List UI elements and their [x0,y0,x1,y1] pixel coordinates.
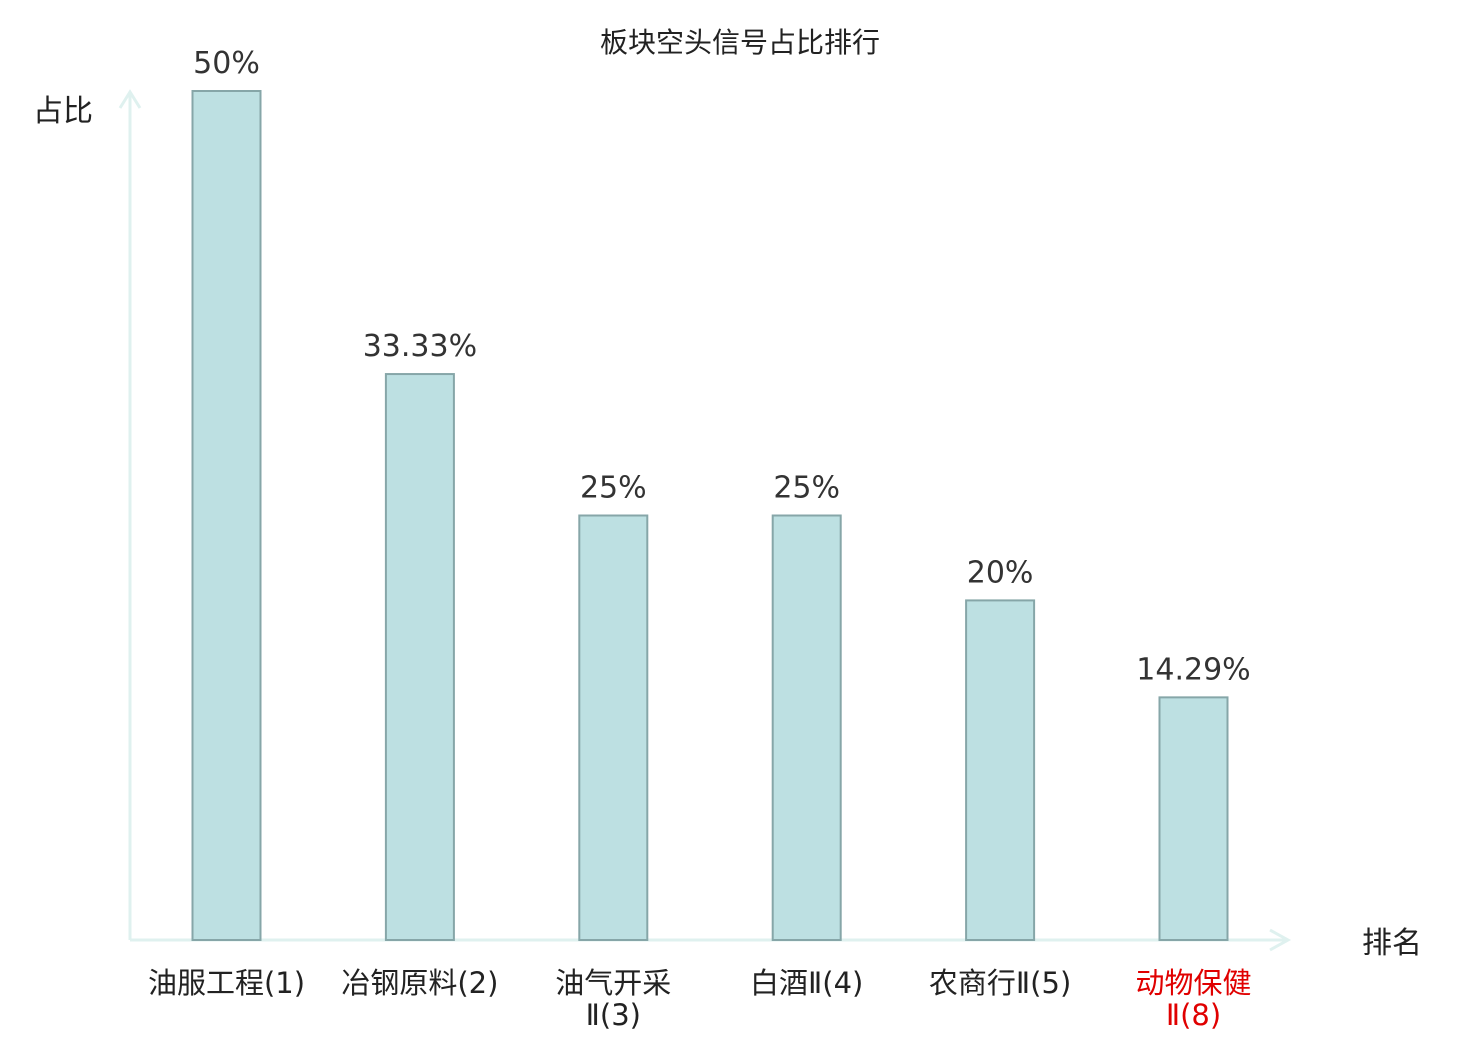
value-label-5: 20% [967,555,1034,590]
bar-3 [578,514,649,941]
bar-1 [191,90,262,941]
bar-4 [771,514,842,941]
axes [118,89,1292,952]
value-label-2: 33.33% [363,329,477,364]
x-axis-arrow [1269,928,1292,952]
chart-title: 板块空头信号占比排行 [600,26,880,59]
bar-5 [965,599,1036,942]
value-label-3: 25% [580,471,647,506]
category-label-6: 动物保健 Ⅱ(8) [1135,966,1251,1032]
bar-2 [384,373,455,942]
category-label-line: 冶钢原料(2) [341,966,498,1000]
category-label-5: 农商行Ⅱ(5) [929,966,1071,1000]
category-label-line: 白酒Ⅱ(4) [750,966,863,1000]
value-label-6: 14.29% [1136,652,1250,687]
category-label-line: Ⅱ(8) [1166,998,1221,1032]
x-axis-label: 排名 [1362,926,1422,961]
category-label-line: 油服工程(1) [148,966,305,1000]
value-labels: 50% 33.33% 25% 25% 20% 14.29% [193,46,1251,687]
category-label-line: Ⅱ(3) [586,998,641,1032]
y-axis-label: 占比 [33,94,93,129]
bar-6 [1158,696,1229,941]
bars [191,90,1229,942]
category-labels: 油服工程(1) 冶钢原料(2) 油气开采 Ⅱ(3)白酒Ⅱ(4) 农商行Ⅱ(5) 动物保健 Ⅱ… [148,966,1252,1032]
category-label-line: 油气开采 [555,966,671,1000]
category-label-4: 白酒Ⅱ(4) [750,966,863,1000]
category-label-1: 油服工程(1) [148,966,305,1000]
category-label-line: 动物保健 [1135,966,1251,1000]
value-label-1: 50% [193,46,260,81]
category-label-2: 冶钢原料(2) [341,966,498,1000]
value-label-4: 25% [773,471,840,506]
category-label-3: 油气开采 Ⅱ(3) [555,966,671,1032]
y-axis-arrow [118,89,142,109]
category-label-line: 农商行Ⅱ(5) [929,966,1071,1000]
